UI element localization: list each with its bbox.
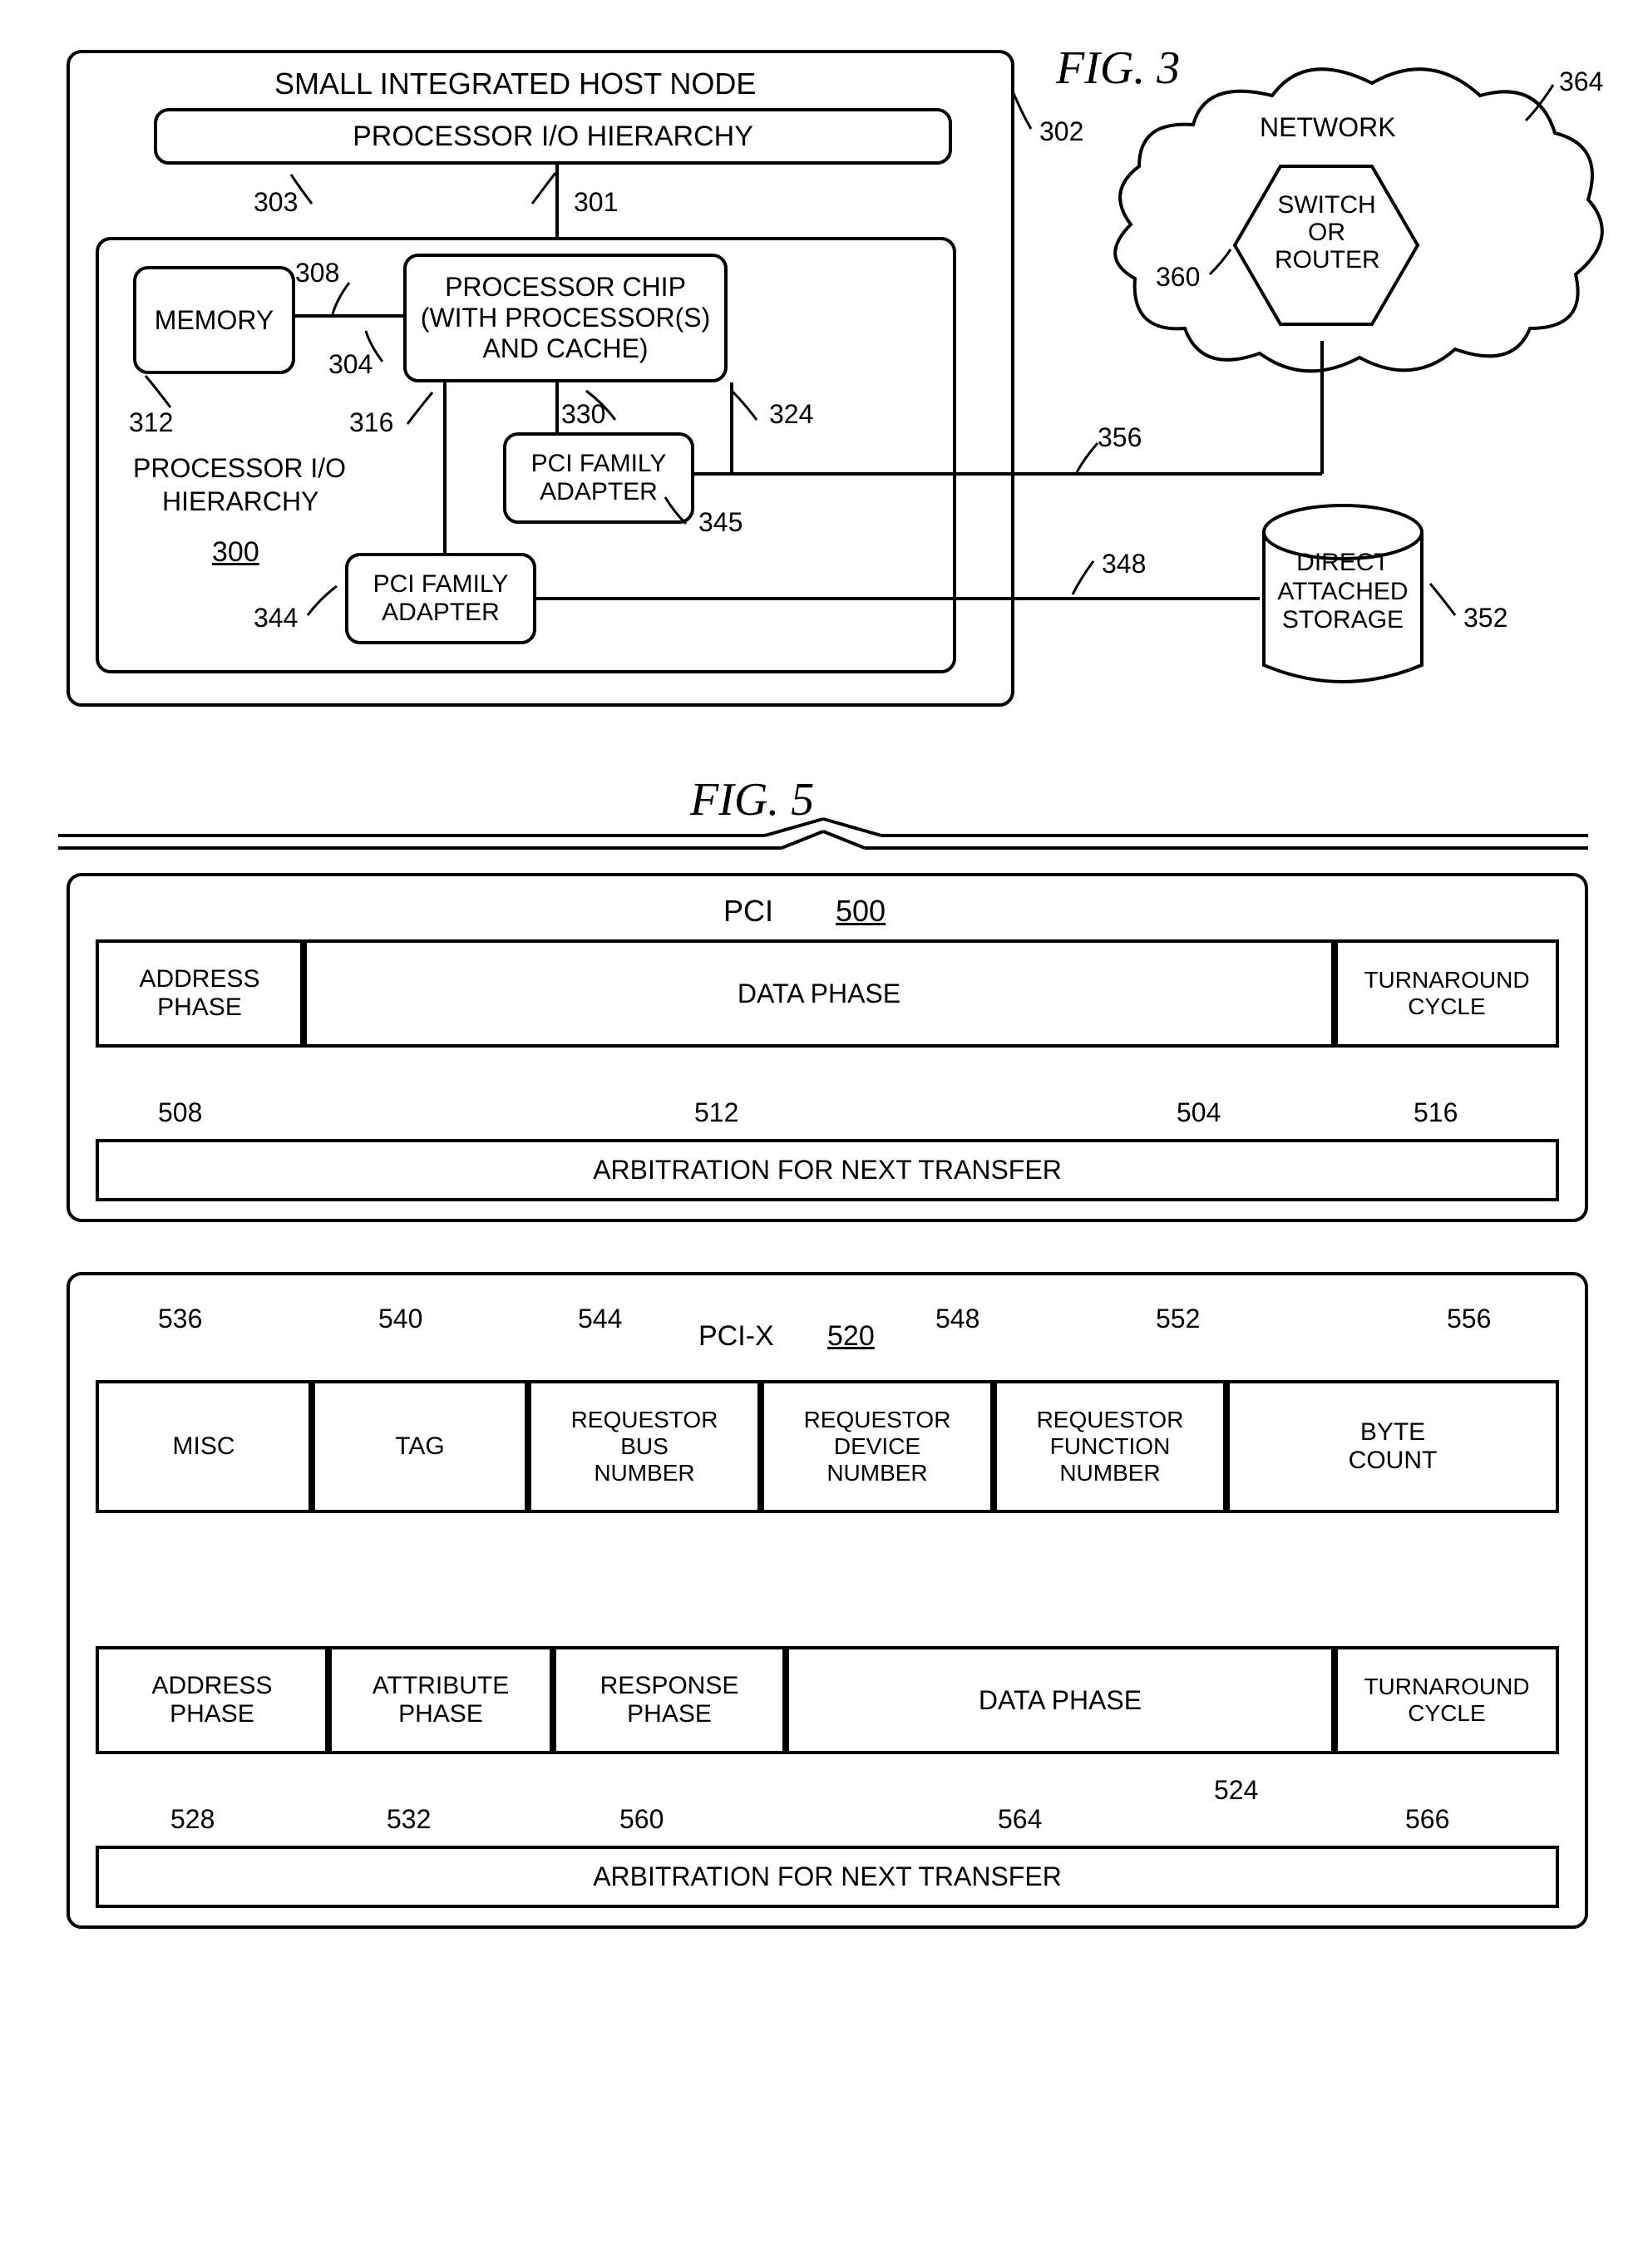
ref-302: 302 [1039, 116, 1083, 147]
pcix-byte: BYTE COUNT [1226, 1380, 1559, 1513]
pa1: ADDRESS [151, 1672, 272, 1701]
ref-516: 516 [1414, 1097, 1458, 1128]
pcix-arb: ARBITRATION FOR NEXT TRANSFER [96, 1846, 1559, 1908]
pcix-reqbus: REQUESTOR BUS NUMBER [528, 1380, 761, 1513]
pcix-label: PCI-X [698, 1320, 774, 1353]
ref-301: 301 [574, 187, 618, 218]
ref-504: 504 [1177, 1097, 1221, 1128]
das-text: DIRECT ATTACHED STORAGE [1276, 549, 1409, 635]
rd1: REQUESTOR [804, 1407, 951, 1433]
pci-data-text: DATA PHASE [738, 979, 900, 1009]
pcix-data: DATA PHASE [786, 1646, 1335, 1754]
ref-566: 566 [1405, 1804, 1449, 1835]
pcix-reqfn: REQUESTOR FUNCTION NUMBER [994, 1380, 1226, 1513]
rb2: BUS [571, 1433, 718, 1460]
pcix-attr: ATTRIBUTE PHASE [328, 1646, 553, 1754]
pci-turn-l2: CYCLE [1364, 993, 1529, 1020]
bc1: BYTE [1349, 1418, 1438, 1447]
rd3: NUMBER [804, 1460, 951, 1487]
pci-ref: 500 [836, 894, 886, 929]
ref-304: 304 [328, 349, 373, 380]
das-l3: STORAGE [1276, 606, 1409, 635]
ref-548: 548 [935, 1304, 979, 1334]
ref-552: 552 [1156, 1304, 1200, 1334]
sw-l3: ROUTER [1275, 246, 1379, 274]
ref-348: 348 [1102, 549, 1146, 579]
ref-560: 560 [619, 1804, 664, 1835]
ref-316: 316 [349, 407, 393, 438]
pcix-resp: RESPONSE PHASE [553, 1646, 786, 1754]
pcix-tag-t: TAG [395, 1432, 444, 1461]
pci-addr: ADDRESS PHASE [96, 939, 303, 1048]
ref-564: 564 [998, 1804, 1042, 1835]
rp2: PHASE [600, 1700, 739, 1729]
pci-addr-l1: ADDRESS [139, 965, 259, 994]
ref-360: 360 [1156, 262, 1200, 293]
rb3: NUMBER [571, 1460, 718, 1487]
rb1: REQUESTOR [571, 1407, 718, 1433]
pcix-ref: 520 [827, 1320, 875, 1353]
pa2: PHASE [151, 1700, 272, 1729]
pt1: TURNAROUND [1364, 1674, 1529, 1700]
pci-arb-text: ARBITRATION FOR NEXT TRANSFER [593, 1155, 1062, 1186]
switch-text: SWITCH OR ROUTER [1275, 191, 1379, 274]
ref-544: 544 [578, 1304, 622, 1334]
pcix-misc-t: MISC [173, 1432, 235, 1461]
pci-turn: TURNAROUND CYCLE [1335, 939, 1559, 1048]
pcix-outer [67, 1272, 1588, 1929]
fig5: FIG. 5 PCI 500 [33, 773, 1613, 2187]
rf3: NUMBER [1037, 1460, 1184, 1487]
at2: PHASE [373, 1700, 509, 1729]
pci-label: PCI [723, 894, 773, 929]
at1: ATTRIBUTE [373, 1672, 509, 1701]
ref-540: 540 [378, 1304, 422, 1334]
ref-356: 356 [1098, 422, 1142, 453]
pcix-tag: TAG [312, 1380, 528, 1513]
ref-528: 528 [170, 1804, 215, 1835]
pt2: CYCLE [1364, 1700, 1529, 1727]
ref-308: 308 [295, 258, 339, 288]
ref-344: 344 [254, 603, 298, 634]
ref-352: 352 [1463, 603, 1507, 634]
ref-312: 312 [129, 407, 173, 438]
sw-l2: OR [1275, 219, 1379, 246]
pcix-data-t: DATA PHASE [979, 1685, 1142, 1716]
network-label: NETWORK [1260, 112, 1396, 143]
rf2: FUNCTION [1037, 1433, 1184, 1460]
bc2: COUNT [1349, 1447, 1438, 1476]
ref-512: 512 [694, 1097, 738, 1128]
pcix-reqdev: REQUESTOR DEVICE NUMBER [761, 1380, 994, 1513]
das-l1: DIRECT [1276, 549, 1409, 578]
pcix-misc: MISC [96, 1380, 312, 1513]
pcix-addr: ADDRESS PHASE [96, 1646, 328, 1754]
ref-532: 532 [387, 1804, 431, 1835]
rp1: RESPONSE [600, 1672, 739, 1701]
ref-508: 508 [158, 1097, 202, 1128]
ref-303: 303 [254, 187, 298, 218]
fig3: FIG. 3 SMALL INTEGRATED HOST NODE PROCES… [33, 33, 1613, 723]
pci-turn-l1: TURNAROUND [1364, 967, 1529, 993]
pci-data: DATA PHASE [303, 939, 1335, 1048]
pcix-turn: TURNAROUND CYCLE [1335, 1646, 1559, 1754]
das-l2: ATTACHED [1276, 578, 1409, 607]
ref-364: 364 [1559, 67, 1603, 97]
pci-arb: ARBITRATION FOR NEXT TRANSFER [96, 1139, 1559, 1201]
pcix-arb-text: ARBITRATION FOR NEXT TRANSFER [593, 1861, 1062, 1892]
ref-345: 345 [698, 507, 743, 538]
ref-324: 324 [769, 399, 813, 430]
rf1: REQUESTOR [1037, 1407, 1184, 1433]
pci-addr-l2: PHASE [139, 993, 259, 1023]
rd2: DEVICE [804, 1433, 951, 1460]
ref-524: 524 [1214, 1775, 1258, 1806]
ref-536: 536 [158, 1304, 202, 1334]
sw-l1: SWITCH [1275, 191, 1379, 219]
ref-330: 330 [561, 399, 605, 430]
ref-556: 556 [1447, 1304, 1491, 1334]
